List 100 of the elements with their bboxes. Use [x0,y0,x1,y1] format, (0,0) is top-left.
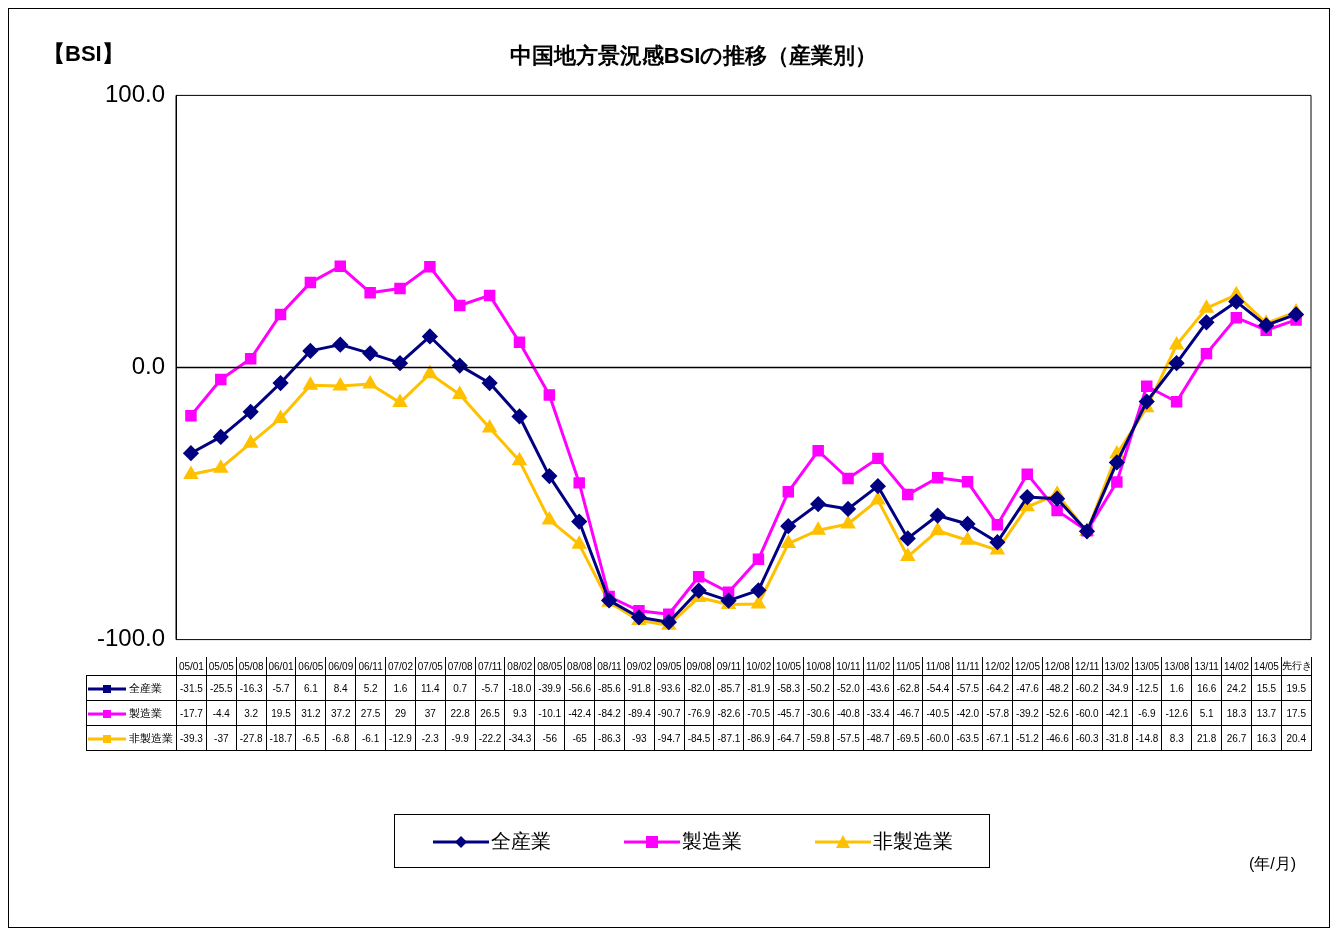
text: 全産業 [490,829,551,852]
x-tick-label: 11/08 [922,657,953,676]
data-label: -12.5 [1132,675,1162,701]
data-label: -67.1 [982,725,1013,751]
y-tick-label: 0.0 [131,352,165,380]
data-label: -85.6 [594,675,625,701]
data-label: 18.3 [1221,700,1252,726]
data-label: -5.7 [475,675,505,701]
x-tick-label: 13/02 [1102,657,1132,676]
data-label: -40.8 [833,700,864,726]
data-label: -33.4 [863,700,894,726]
data-label: -84.2 [594,700,625,726]
data-label: 37 [415,700,446,726]
x-tick-label: 07/08 [445,657,476,676]
x-tick-label: 13/08 [1161,657,1192,676]
x-tick-label: 10/11 [833,657,864,676]
data-label: -39.2 [1012,700,1043,726]
x-tick-label: 08/02 [504,657,535,676]
data-label: -94.7 [654,725,685,751]
data-label: -76.9 [684,700,714,726]
data-label: -51.2 [1012,725,1043,751]
data-label: 29 [385,700,416,726]
data-label: 26.7 [1221,725,1252,751]
data-label: -47.6 [1012,675,1043,701]
data-label: -52.6 [1042,700,1073,726]
data-label: -25.5 [206,675,237,701]
data-label: -16.3 [236,675,267,701]
data-label: 27.5 [355,700,386,726]
data-label: -58.3 [773,675,804,701]
x-tick-label: 12/02 [982,657,1013,676]
data-label: 20.4 [1281,725,1312,751]
x-tick-label: 14/02 [1221,657,1252,676]
x-tick-label: 06/11 [355,657,386,676]
y-tick-label: 100.0 [104,80,165,108]
legend-label: 全産業 [86,675,177,701]
data-label: -42.4 [564,700,595,726]
data-label: -93 [624,725,655,751]
x-tick-label: 07/11 [475,657,505,676]
x-tick-label: 13/05 [1132,657,1162,676]
data-label: 24.2 [1221,675,1252,701]
data-label: 0.7 [445,675,476,701]
data-label: -37 [206,725,237,751]
data-label: -52.0 [833,675,864,701]
data-label: 15.5 [1251,675,1282,701]
data-label: -57.5 [833,725,864,751]
data-label: -42.1 [1102,700,1132,726]
data-label: -17.7 [176,700,207,726]
data-label: -6.8 [325,725,356,751]
data-label: -9.9 [445,725,476,751]
x-tick-label: 12/05 [1012,657,1043,676]
x-tick-label: 09/02 [624,657,655,676]
data-label: -6.5 [295,725,326,751]
data-label: 1.6 [385,675,416,701]
x-tick-label: 05/01 [176,657,207,676]
data-label: -30.6 [803,700,834,726]
x-tick-label: 12/11 [1072,657,1103,676]
data-label: -34.3 [504,725,535,751]
data-label: -85.7 [713,675,744,701]
data-label: -81.9 [743,675,774,701]
data-label: 9.3 [504,700,535,726]
data-label: -91.8 [624,675,655,701]
data-label: 3.2 [236,700,267,726]
x-tick-label: 11/05 [893,657,923,676]
data-label: -69.5 [893,725,923,751]
text: 製造業 [681,829,742,852]
data-label: 31.2 [295,700,326,726]
data-label: -27.8 [236,725,267,751]
data-label: 16.3 [1251,725,1282,751]
data-label: -39.9 [534,675,565,701]
data-label: -43.6 [863,675,894,701]
data-label: -18.0 [504,675,535,701]
x-tick-label: 07/02 [385,657,416,676]
data-label: -50.2 [803,675,834,701]
legend-label: 非製造業 [86,725,177,751]
x-tick-label: 08/05 [534,657,565,676]
data-label: 26.5 [475,700,505,726]
data-label: -45.7 [773,700,804,726]
data-label: 6.1 [295,675,326,701]
legend-label: 製造業 [86,700,177,726]
data-label: -56 [534,725,565,751]
data-label: -70.5 [743,700,774,726]
data-label: 5.1 [1191,700,1222,726]
x-tick-label: 09/08 [684,657,714,676]
data-label: -46.7 [893,700,923,726]
data-label: -48.2 [1042,675,1073,701]
x-tick-label: 05/05 [206,657,237,676]
data-label: -31.5 [176,675,207,701]
data-label: -60.0 [922,725,953,751]
data-label: -64.7 [773,725,804,751]
data-label: 17.5 [1281,700,1312,726]
data-label: -6.9 [1132,700,1162,726]
x-tick-label: 先行き [1281,657,1312,676]
x-tick-label: 10/05 [773,657,804,676]
data-label: 19.5 [1281,675,1312,701]
data-label: -12.6 [1161,700,1192,726]
data-label: -60.2 [1072,675,1103,701]
x-tick-label: 10/08 [803,657,834,676]
text: 非製造業 [873,829,954,852]
data-label: 19.5 [266,700,296,726]
data-label: -40.5 [922,700,953,726]
